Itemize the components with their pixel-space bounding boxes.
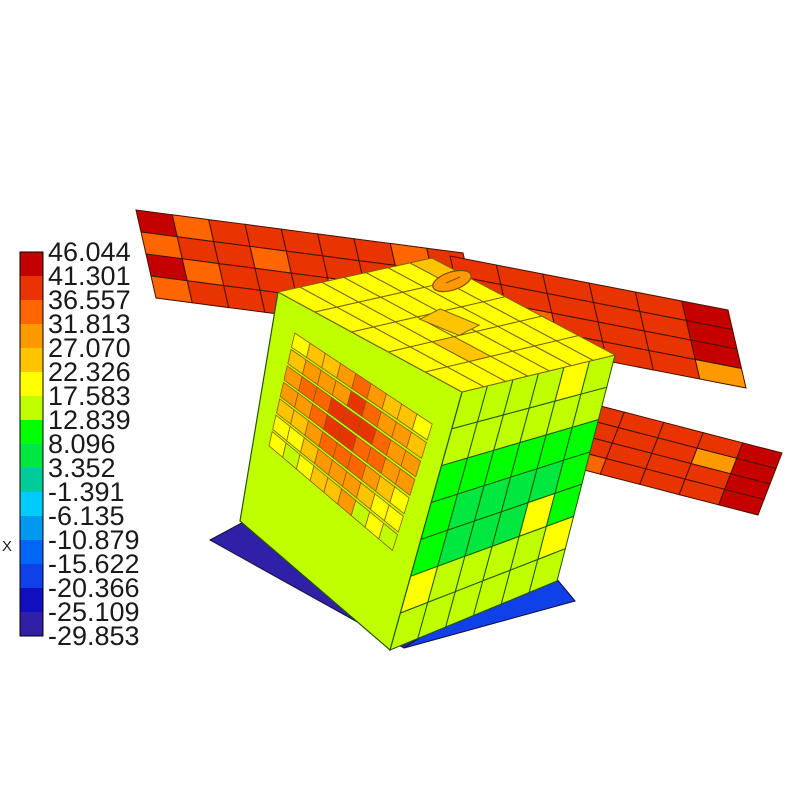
svg-text:X: X (2, 538, 12, 555)
svg-text:-29.853: -29.853 (48, 621, 140, 651)
